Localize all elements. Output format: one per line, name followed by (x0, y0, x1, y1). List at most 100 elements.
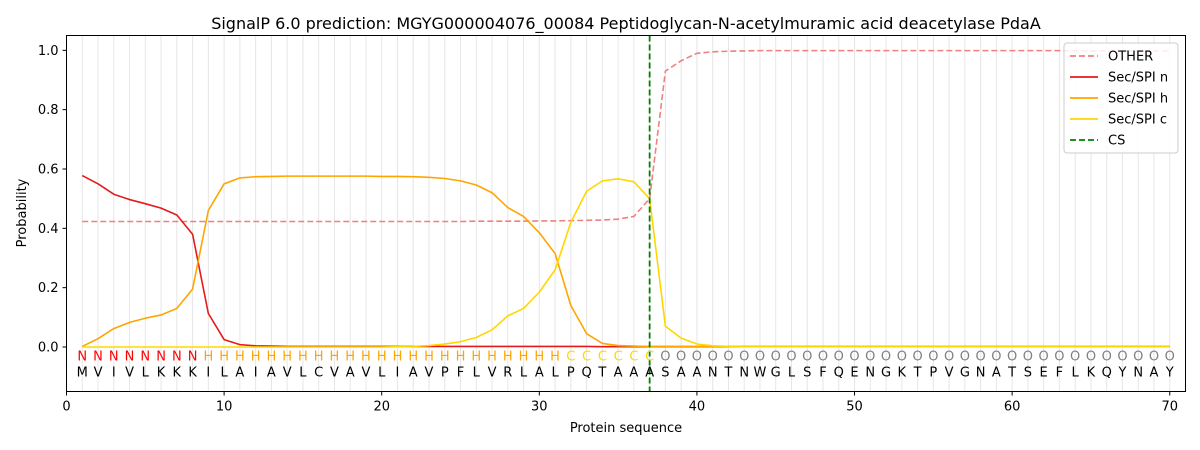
residue-label: A (535, 366, 544, 381)
region-label: O (771, 349, 781, 364)
residue-label: Q (834, 366, 844, 381)
residue-label: L (551, 366, 559, 381)
region-label: O (818, 349, 828, 364)
region-label: H (393, 349, 403, 364)
residue-label: L (473, 366, 481, 381)
region-label: O (960, 349, 970, 364)
region-label: C (645, 349, 654, 364)
residue-label: A (235, 366, 244, 381)
residue-label: T (723, 366, 732, 381)
residue-label: P (567, 366, 575, 381)
residue-label: N (1133, 366, 1143, 381)
region-label: O (912, 349, 922, 364)
residue-label: S (803, 366, 811, 381)
residue-label: N (739, 366, 749, 381)
residue-label: L (378, 366, 386, 381)
residue-label: L (520, 366, 528, 381)
series-other-line (82, 49, 1170, 223)
region-label: O (1165, 349, 1175, 364)
residue-label: V (283, 366, 292, 381)
residue-label: V (945, 366, 954, 381)
residue-label: T (1007, 366, 1016, 381)
region-label: O (1023, 349, 1033, 364)
region-label: H (251, 349, 261, 364)
region-label: O (1039, 349, 1049, 364)
region-label: C (582, 349, 591, 364)
residue-label: F (1056, 366, 1063, 381)
residue-label: A (267, 366, 276, 381)
plot-area (81, 35, 1170, 392)
grid-lines (81, 35, 1171, 392)
residue-label: K (188, 366, 197, 381)
region-label: O (897, 349, 907, 364)
region-label: H (298, 349, 308, 364)
residue-label: N (708, 366, 718, 381)
residue-label: K (157, 366, 166, 381)
residue-label: F (819, 366, 826, 381)
residue-label: N (865, 366, 875, 381)
region-label: N (77, 349, 87, 364)
legend-label: CS (1108, 134, 1125, 149)
residue-label: I (396, 366, 400, 381)
y-tick-label: 1.0 (38, 44, 59, 59)
region-label: O (723, 349, 733, 364)
region-label: N (93, 349, 103, 364)
residue-label: G (771, 366, 781, 381)
residue-label: M (77, 366, 88, 381)
region-label: N (156, 349, 166, 364)
region-label: O (755, 349, 765, 364)
legend-box (1063, 42, 1179, 154)
residue-label: P (441, 366, 449, 381)
series-sec-spi-c-line (82, 177, 1170, 348)
residue-label: T (913, 366, 922, 381)
residue-label: Y (1165, 366, 1174, 381)
residue-label: I (206, 366, 210, 381)
y-tick-label: 0.6 (38, 163, 59, 178)
residue-label: V (125, 366, 134, 381)
region-label: O (1086, 349, 1096, 364)
legend: OTHER Sec/SPI n Sec/SPI h Sec/SPI c CS (1063, 42, 1179, 154)
region-label: H (361, 349, 371, 364)
residue-label: A (409, 366, 418, 381)
region-label: N (172, 349, 182, 364)
region-label: O (660, 349, 670, 364)
region-label: H (408, 349, 418, 364)
legend-label: Sec/SPI n (1108, 71, 1168, 86)
region-label: H (345, 349, 355, 364)
x-tick-label: 40 (689, 400, 706, 415)
y-tick-label: 0.8 (38, 103, 59, 118)
y-tick-label: 0.4 (38, 222, 59, 237)
residue-label: G (881, 366, 891, 381)
region-label: H (471, 349, 481, 364)
region-label: O (928, 349, 938, 364)
residue-label: Q (581, 366, 591, 381)
y-tick-label: 0.2 (38, 281, 59, 296)
x-tick-label: 70 (1161, 400, 1178, 415)
y-axis-label: Probability (15, 178, 30, 247)
residue-label: T (597, 366, 606, 381)
chart-title: SignalP 6.0 prediction: MGYG000004076_00… (211, 14, 1041, 34)
residue-label: G (960, 366, 970, 381)
x-axis-label: Protein sequence (570, 421, 682, 436)
residue-label: K (173, 366, 182, 381)
region-label: O (944, 349, 954, 364)
residue-label: R (503, 366, 512, 381)
region-label: H (440, 349, 450, 364)
region-label: H (235, 349, 245, 364)
residue-label: A (614, 366, 623, 381)
residue-label: A (629, 366, 638, 381)
region-label: O (881, 349, 891, 364)
region-label: C (629, 349, 638, 364)
axes: 0 10 20 30 40 50 60 70 0.0 0.2 0.4 0.6 0.8 1.0 (38, 44, 1178, 415)
region-label: N (109, 349, 119, 364)
x-tick-label: 20 (373, 400, 390, 415)
region-label: C (566, 349, 575, 364)
region-label: H (330, 349, 340, 364)
residue-label: W (754, 366, 767, 381)
region-label: O (1007, 349, 1017, 364)
region-label: O (708, 349, 718, 364)
region-label: H (282, 349, 292, 364)
region-label: H (424, 349, 434, 364)
